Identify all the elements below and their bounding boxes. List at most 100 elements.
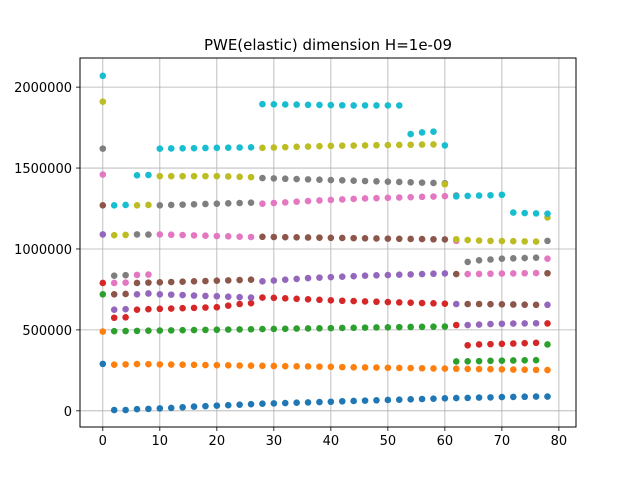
data-point-series-3 xyxy=(145,327,152,335)
data-point-series-1 xyxy=(361,397,369,404)
data-point-series-10 xyxy=(338,101,346,109)
data-point-series-10 xyxy=(487,191,494,199)
data-point-series-1 xyxy=(544,393,551,400)
data-point-series-7 xyxy=(395,194,403,201)
data-point-series-2 xyxy=(521,366,528,374)
data-point-series-1 xyxy=(452,394,460,402)
data-point-series-7 xyxy=(156,231,164,238)
data-point-series-8 xyxy=(224,200,232,207)
data-point-series-1 xyxy=(350,397,357,405)
data-point-series-8 xyxy=(384,178,392,185)
data-point-series-6 xyxy=(202,277,209,285)
data-point-series-1 xyxy=(224,401,232,409)
data-point-series-6 xyxy=(373,235,380,242)
data-point-series-5 xyxy=(498,320,506,328)
data-point-series-10 xyxy=(418,129,426,136)
data-point-series-4 xyxy=(202,304,209,311)
data-point-series-2 xyxy=(441,365,449,372)
data-point-series-1 xyxy=(304,399,312,406)
data-point-series-4 xyxy=(441,300,449,307)
x-tick-label: 80 xyxy=(551,434,568,449)
data-point-series-8 xyxy=(509,255,517,262)
data-point-series-4 xyxy=(259,294,266,301)
data-point-series-10 xyxy=(110,201,118,209)
data-point-series-2 xyxy=(133,360,141,368)
data-point-series-9 xyxy=(99,98,107,105)
data-point-series-5 xyxy=(430,270,437,278)
data-point-series-5 xyxy=(395,271,403,279)
data-point-series-4 xyxy=(213,303,221,311)
data-point-series-9 xyxy=(145,201,152,209)
data-point-series-1 xyxy=(156,405,164,412)
data-point-series-1 xyxy=(122,406,129,414)
data-point-series-4 xyxy=(418,299,426,307)
data-point-series-6 xyxy=(99,201,107,209)
data-point-series-10 xyxy=(498,191,506,199)
plot-frame xyxy=(79,57,577,428)
data-point-series-4 xyxy=(464,341,471,349)
data-point-series-9 xyxy=(521,238,528,245)
data-point-series-6 xyxy=(133,279,141,287)
data-point-series-8 xyxy=(202,200,209,208)
data-point-series-4 xyxy=(361,298,369,305)
data-point-series-6 xyxy=(179,278,186,285)
data-point-series-1 xyxy=(247,400,255,408)
data-point-series-7 xyxy=(327,196,335,204)
data-point-series-3 xyxy=(498,357,506,364)
data-point-series-1 xyxy=(521,393,528,401)
data-point-series-3 xyxy=(167,327,175,334)
data-point-series-3 xyxy=(452,358,460,365)
data-point-series-3 xyxy=(475,357,483,365)
data-point-series-10 xyxy=(202,144,209,152)
data-point-series-8 xyxy=(145,231,152,238)
data-point-series-10 xyxy=(316,101,323,109)
data-point-series-8 xyxy=(407,178,414,186)
data-point-series-7 xyxy=(487,270,494,278)
data-point-series-9 xyxy=(167,172,175,180)
data-point-series-7 xyxy=(99,171,107,178)
data-point-series-6 xyxy=(532,301,540,309)
data-point-series-4 xyxy=(475,341,483,348)
data-point-series-5 xyxy=(327,273,335,281)
data-point-series-8 xyxy=(544,237,551,245)
data-point-series-8 xyxy=(281,175,289,183)
data-point-series-3 xyxy=(441,323,449,330)
data-point-series-3 xyxy=(464,357,471,365)
data-point-series-8 xyxy=(395,178,403,186)
data-point-series-6 xyxy=(316,234,323,241)
x-tick-label: 20 xyxy=(209,434,226,449)
data-point-series-6 xyxy=(304,234,312,241)
data-point-series-1 xyxy=(236,401,243,408)
data-point-series-5 xyxy=(418,270,426,278)
data-point-series-8 xyxy=(418,179,426,186)
data-point-series-4 xyxy=(350,297,357,305)
data-point-series-6 xyxy=(213,277,221,284)
data-point-series-9 xyxy=(407,141,414,149)
data-point-series-8 xyxy=(133,231,141,238)
data-point-series-5 xyxy=(384,271,392,279)
x-tick-label: 70 xyxy=(494,434,511,449)
data-point-series-9 xyxy=(133,201,141,209)
data-point-series-1 xyxy=(213,402,221,409)
data-point-series-2 xyxy=(487,365,494,373)
data-point-series-1 xyxy=(475,394,483,401)
data-point-series-8 xyxy=(236,199,243,207)
data-point-series-10 xyxy=(281,101,289,108)
data-point-series-6 xyxy=(167,278,175,286)
data-point-series-6 xyxy=(259,233,266,241)
data-point-series-1 xyxy=(532,393,540,400)
data-point-series-1 xyxy=(384,396,392,404)
data-point-series-5 xyxy=(350,272,357,280)
data-point-series-5 xyxy=(99,231,107,238)
data-point-series-7 xyxy=(373,194,380,202)
data-point-series-8 xyxy=(179,201,186,208)
data-point-series-7 xyxy=(270,199,278,207)
data-point-series-4 xyxy=(521,339,528,347)
data-point-series-6 xyxy=(498,301,506,308)
data-point-series-4 xyxy=(327,296,335,304)
data-point-series-5 xyxy=(167,291,175,298)
data-point-series-10 xyxy=(521,209,528,217)
data-point-series-8 xyxy=(190,201,198,208)
data-point-series-4 xyxy=(509,340,517,347)
data-point-series-2 xyxy=(179,361,186,368)
